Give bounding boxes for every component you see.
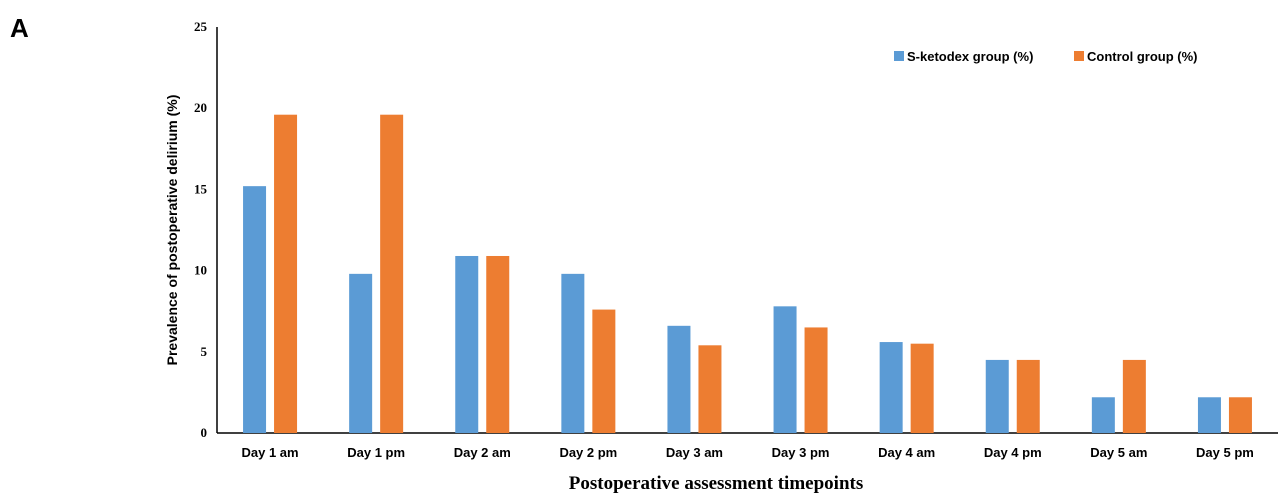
s-ketodex-bar — [773, 306, 797, 433]
control-bar — [1122, 359, 1146, 433]
x-tick-label: Day 3 am — [666, 445, 723, 460]
legend-swatch-control — [1074, 51, 1084, 61]
legend-swatch-s-ketodex — [894, 51, 904, 61]
y-tick-label: 0 — [201, 425, 208, 440]
control-bar — [910, 343, 934, 433]
x-tick-label: Day 5 am — [1090, 445, 1147, 460]
s-ketodex-bar — [985, 359, 1009, 433]
s-ketodex-bar — [561, 273, 585, 433]
s-ketodex-bar — [243, 186, 267, 433]
s-ketodex-bar — [1197, 397, 1221, 433]
control-bar — [592, 309, 616, 433]
legend-label-control: Control group (%) — [1087, 49, 1197, 64]
x-tick-label: Day 1 am — [242, 445, 299, 460]
control-bar — [380, 114, 404, 434]
x-axis-ticks: Day 1 am Day 1 pm Day 2 am Day 2 pm Day 3 am… — [242, 445, 1254, 460]
y-axis-ticks: 0 5 10 15 20 25 — [194, 19, 208, 440]
control-bar — [486, 255, 510, 433]
x-tick-label: Day 2 pm — [559, 445, 617, 460]
control-bar — [274, 114, 298, 434]
x-tick-label: Day 3 pm — [772, 445, 830, 460]
legend: S-ketodex group (%) Control group (%) — [894, 49, 1197, 64]
s-ketodex-bar — [1091, 397, 1115, 433]
y-tick-label: 25 — [194, 19, 208, 34]
s-ketodex-bar — [879, 342, 903, 433]
x-tick-label: Day 2 am — [454, 445, 511, 460]
y-tick-label: 10 — [194, 263, 207, 278]
control-bar — [698, 345, 722, 433]
s-ketodex-bar — [667, 325, 691, 433]
y-tick-label: 20 — [194, 100, 207, 115]
x-axis-label: Postoperative assessment timepoints — [569, 473, 863, 494]
s-ketodex-bar — [455, 255, 479, 433]
control-bar — [1016, 359, 1040, 433]
x-tick-label: Day 4 pm — [984, 445, 1042, 460]
s-ketodex-bar — [349, 273, 373, 433]
y-tick-label: 5 — [201, 344, 208, 359]
x-tick-label: Day 5 pm — [1196, 445, 1254, 460]
control-bar — [804, 327, 828, 433]
legend-label-s-ketodex: S-ketodex group (%) — [907, 49, 1033, 64]
x-tick-label: Day 4 am — [878, 445, 935, 460]
panel-label: A — [10, 13, 29, 43]
control-bar — [1228, 397, 1252, 433]
y-tick-label: 15 — [194, 181, 208, 196]
x-tick-label: Day 1 pm — [347, 445, 405, 460]
bars — [243, 114, 1252, 434]
y-axis-label: Prevalence of postoperative delirium (%) — [164, 95, 180, 366]
